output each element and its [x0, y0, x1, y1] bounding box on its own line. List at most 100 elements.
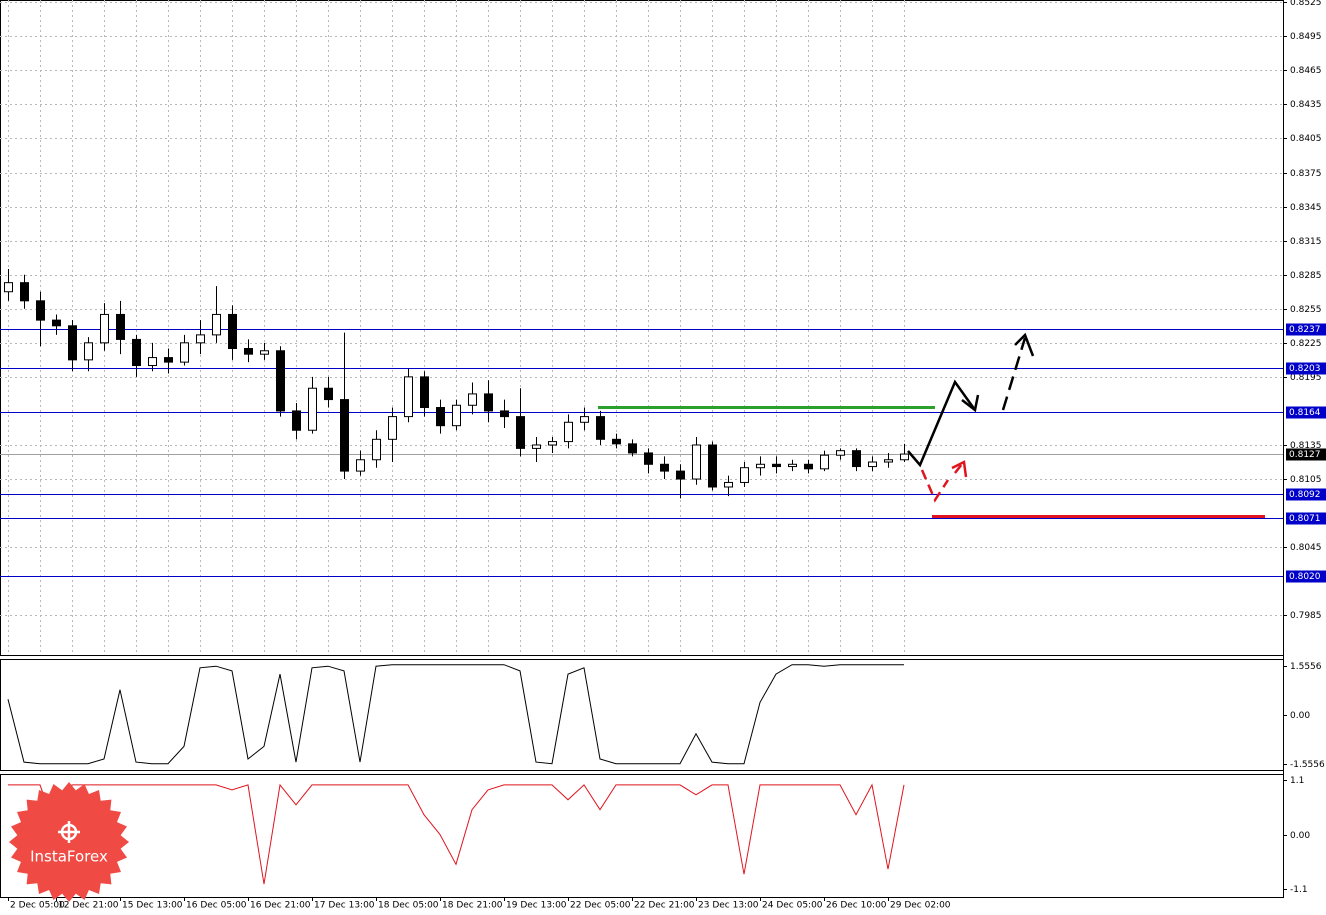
candle-body	[564, 421, 573, 443]
candle-body	[532, 444, 541, 449]
y-tick-label: 1.5556	[1290, 662, 1322, 672]
y-tick-label: 0.8465	[1290, 66, 1322, 76]
y-tick-label: 0.8045	[1290, 543, 1322, 553]
y-tick-label: 0.8255	[1290, 305, 1322, 315]
y-tick-label: 0.00	[1290, 711, 1310, 721]
candle-body	[340, 399, 349, 472]
candle-body	[52, 319, 61, 327]
candle-body	[724, 481, 733, 488]
candle-body	[788, 463, 797, 468]
logo: InstaForex	[9, 782, 129, 902]
candle-body	[820, 454, 829, 470]
candle-body	[180, 342, 189, 363]
candle-body	[484, 393, 493, 412]
candle-body	[308, 387, 317, 431]
level-label: 0.8071	[1289, 514, 1321, 524]
y-tick-label: 0.00	[1290, 831, 1310, 841]
arrow-down-dashed	[920, 463, 963, 503]
candle-body	[356, 459, 365, 472]
level-label-box	[1286, 362, 1326, 375]
candle-body	[164, 357, 173, 363]
x-tick-label: 12 Dec 21:00	[58, 901, 119, 911]
arrowhead	[961, 394, 980, 413]
y-tick-label: 0.8195	[1290, 373, 1322, 383]
y-tick-label: 0.7985	[1290, 611, 1322, 621]
y-tick-label: -1.5556	[1290, 760, 1325, 770]
y-tick-label: 1.1	[1290, 776, 1304, 786]
candle-body	[132, 338, 141, 367]
panel-frame	[0, 0, 1284, 656]
candle-body	[36, 300, 45, 321]
x-tick-label: 17 Dec 13:00	[314, 901, 375, 911]
level-label-box	[1286, 570, 1326, 583]
indicator-line	[7, 664, 904, 765]
candle-body	[852, 450, 861, 468]
y-tick-label: -1.1	[1290, 885, 1308, 895]
candle-body	[676, 470, 685, 480]
candle-body	[836, 450, 845, 456]
y-tick-label: 0.8135	[1290, 441, 1322, 451]
level-label: 0.8092	[1289, 490, 1321, 500]
x-tick-label: 19 Dec 13:00	[506, 901, 567, 911]
candle-body	[276, 350, 285, 412]
candle-body	[692, 444, 701, 480]
x-tick-label: 15 Dec 13:00	[122, 901, 183, 911]
level-label: 0.8164	[1289, 408, 1321, 418]
indicator-line	[8, 783, 905, 885]
arrowhead	[951, 460, 968, 478]
candle-body	[196, 334, 205, 344]
y-tick-label: 0.8435	[1290, 100, 1322, 110]
y-tick-label: 0.8105	[1290, 475, 1322, 485]
y-tick-label: 0.8495	[1290, 32, 1322, 42]
current-price-label: 0.8127	[1289, 450, 1321, 460]
x-tick-label: 22 Dec 05:00	[570, 901, 631, 911]
candle-body	[436, 407, 445, 427]
x-tick-label: 24 Dec 05:00	[762, 901, 823, 911]
y-tick-label: 0.8315	[1290, 237, 1322, 247]
candle-body	[116, 313, 125, 340]
candle-body	[868, 461, 877, 468]
level-label: 0.8020	[1289, 572, 1321, 582]
candle-body	[292, 410, 301, 431]
candle-body	[260, 350, 269, 355]
candle-body	[708, 444, 717, 488]
x-tick-label: 26 Dec 10:00	[826, 901, 887, 911]
current-price-box	[1286, 448, 1326, 461]
x-tick-label: 16 Dec 21:00	[250, 901, 311, 911]
candle-body	[628, 443, 637, 454]
candle-body	[612, 438, 621, 445]
level-label-box	[1286, 512, 1326, 525]
y-tick-label: 0.8525	[1290, 0, 1322, 8]
candle-body	[228, 313, 237, 350]
candle-body	[420, 376, 429, 409]
x-tick-label: 18 Dec 05:00	[378, 901, 439, 911]
candle-body	[148, 357, 157, 367]
level-label: 0.8203	[1289, 364, 1321, 374]
level-label-box	[1286, 488, 1326, 501]
y-tick-label: 0.8375	[1290, 169, 1322, 179]
panel-frame	[0, 659, 1284, 771]
x-tick-label: 16 Dec 05:00	[186, 901, 247, 911]
x-tick-label: 18 Dec 21:00	[442, 901, 503, 911]
candle-body	[500, 410, 509, 418]
candle-body	[404, 376, 413, 418]
candle-body	[644, 452, 653, 465]
candle-body	[388, 416, 397, 440]
candle-body	[884, 459, 893, 463]
y-tick-label: 0.8225	[1290, 339, 1322, 349]
x-tick-label: 2 Dec 05:00	[10, 901, 65, 911]
candle-body	[468, 393, 477, 406]
panel-frame	[0, 774, 1284, 898]
level-label: 0.8237	[1289, 325, 1321, 335]
candle-body	[596, 416, 605, 440]
candle-body	[212, 313, 221, 336]
arrow-up-dashed	[1001, 337, 1027, 411]
candle-body	[372, 438, 381, 461]
level-label-box	[1286, 406, 1326, 419]
level-label-box	[1286, 323, 1326, 336]
y-tick-label: 0.8345	[1290, 203, 1322, 213]
candle-body	[84, 342, 93, 361]
y-tick-label: 0.8285	[1290, 271, 1322, 281]
